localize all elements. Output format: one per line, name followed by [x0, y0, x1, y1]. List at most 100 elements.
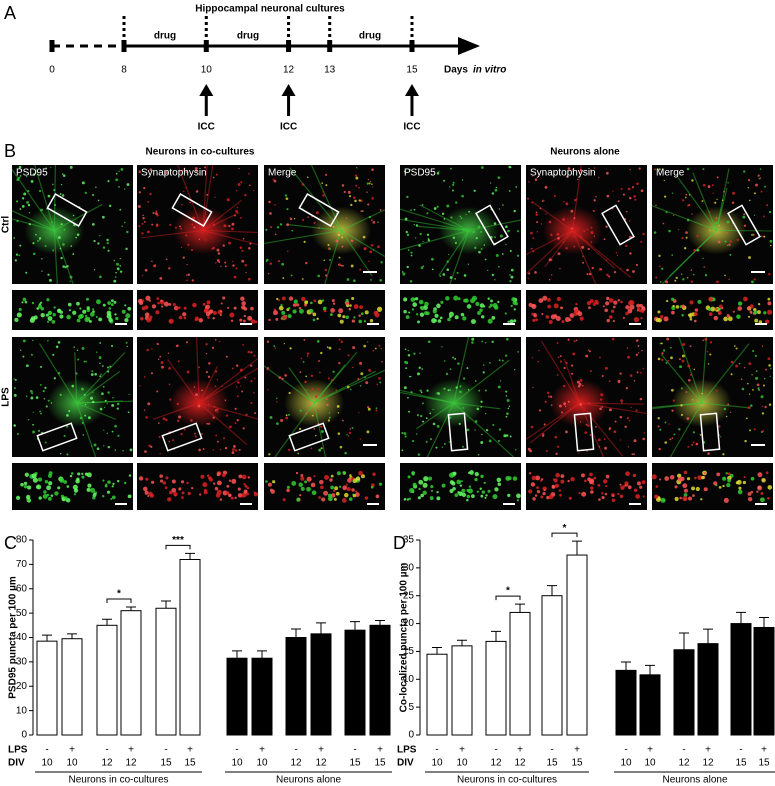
puncta: [765, 319, 770, 324]
puncta: [57, 236, 61, 240]
puncta: [636, 307, 641, 311]
bar: [310, 633, 332, 736]
puncta: [65, 425, 69, 428]
puncta: [605, 474, 610, 479]
puncta: [335, 389, 337, 391]
puncta: [35, 233, 37, 236]
puncta: [303, 339, 306, 341]
puncta: [81, 387, 84, 391]
puncta: [168, 267, 171, 270]
puncta: [104, 399, 107, 402]
puncta: [761, 412, 765, 415]
puncta: [352, 346, 356, 350]
puncta: [590, 226, 593, 229]
puncta: [138, 191, 141, 194]
puncta: [126, 230, 129, 234]
puncta: [165, 258, 168, 261]
puncta: [467, 305, 470, 309]
puncta: [405, 315, 410, 319]
puncta: [538, 409, 542, 412]
puncta: [142, 217, 145, 220]
puncta: [554, 483, 559, 488]
puncta: [40, 312, 45, 318]
puncta: [372, 186, 374, 188]
puncta: [415, 224, 419, 227]
puncta: [206, 474, 210, 477]
puncta: [558, 404, 562, 408]
puncta: [707, 452, 710, 455]
significance-bracket: [165, 544, 191, 550]
puncta: [443, 179, 446, 182]
puncta: [295, 471, 299, 475]
puncta: [420, 493, 424, 498]
puncta: [319, 479, 324, 485]
puncta: [379, 278, 383, 282]
puncta: [726, 482, 731, 488]
puncta: [558, 489, 562, 492]
puncta: [32, 430, 35, 434]
puncta: [57, 371, 61, 375]
puncta: [285, 416, 289, 420]
puncta: [448, 472, 455, 478]
puncta: [177, 360, 180, 363]
dendrite: [399, 218, 469, 232]
roi-box: [699, 412, 721, 452]
puncta: [216, 379, 219, 381]
y-tick-label: 30: [16, 657, 28, 668]
dendrite: [453, 359, 510, 404]
puncta: [527, 197, 530, 200]
y-tick-label: 50: [16, 608, 28, 619]
puncta: [716, 280, 719, 284]
puncta: [510, 275, 514, 279]
puncta: [512, 476, 518, 481]
puncta: [759, 177, 762, 179]
puncta: [629, 220, 631, 222]
puncta: [641, 480, 646, 484]
puncta: [703, 266, 705, 268]
puncta: [103, 445, 105, 447]
dendrite: [53, 164, 56, 231]
puncta: [573, 217, 576, 220]
puncta: [664, 421, 667, 424]
puncta: [127, 494, 132, 499]
puncta: [162, 481, 167, 485]
puncta: [693, 248, 697, 252]
puncta: [540, 495, 544, 499]
panel-label: A: [4, 3, 16, 23]
puncta: [63, 228, 66, 231]
puncta: [180, 496, 184, 499]
puncta: [89, 312, 95, 317]
puncta: [747, 179, 751, 182]
puncta: [608, 427, 612, 430]
puncta: [516, 499, 519, 502]
puncta: [183, 306, 187, 310]
soma-glow: [311, 206, 372, 255]
puncta: [742, 480, 747, 485]
x-row-value: +: [318, 745, 324, 756]
puncta: [316, 409, 319, 412]
puncta: [250, 380, 253, 383]
puncta: [248, 184, 251, 187]
puncta: [95, 315, 98, 318]
puncta: [304, 380, 307, 384]
puncta: [338, 308, 344, 314]
puncta: [447, 317, 451, 322]
puncta: [106, 241, 109, 245]
puncta: [708, 296, 714, 302]
puncta: [288, 296, 294, 301]
dendrite: [525, 230, 573, 275]
puncta: [748, 256, 751, 259]
puncta: [199, 493, 202, 496]
puncta: [293, 299, 298, 304]
bar: [509, 611, 531, 736]
puncta: [535, 318, 538, 322]
puncta: [208, 422, 211, 425]
puncta: [59, 477, 65, 483]
puncta: [686, 417, 690, 420]
puncta: [673, 214, 675, 217]
puncta: [707, 185, 711, 189]
dendrite: [661, 230, 717, 285]
puncta: [66, 485, 70, 488]
puncta: [557, 237, 560, 240]
puncta: [81, 346, 85, 350]
